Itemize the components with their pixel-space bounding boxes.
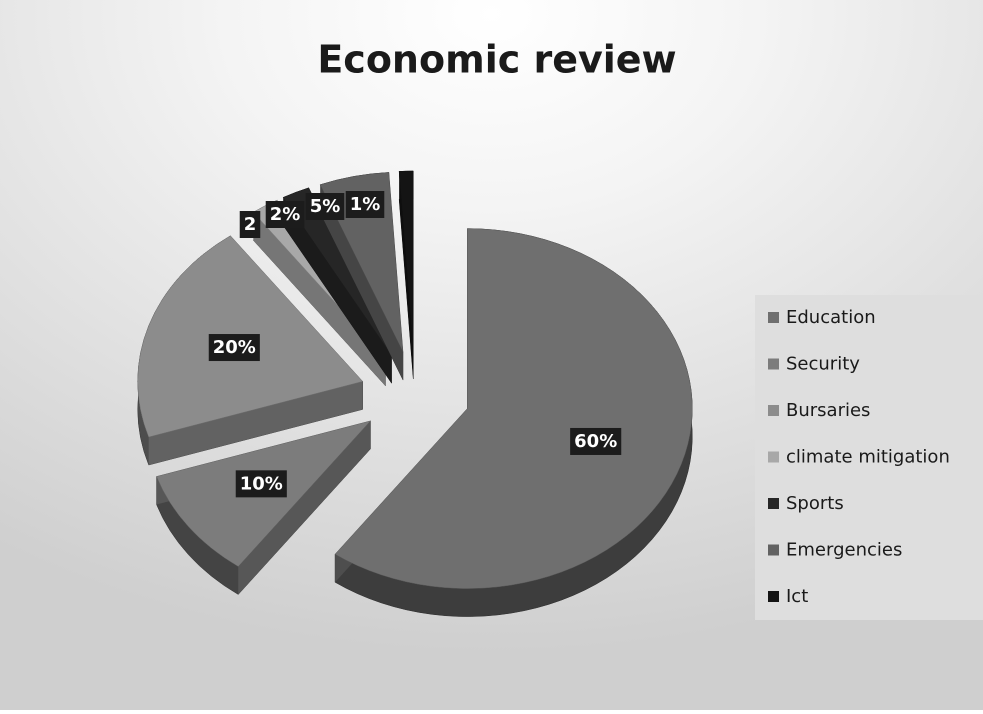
chart-title: Economic review (317, 38, 676, 82)
slice-edge (399, 171, 414, 380)
slice (398, 170, 414, 352)
pie (137, 170, 693, 617)
data-label-box (570, 427, 622, 455)
data-label: 5% (310, 196, 341, 217)
data-label: 20% (213, 337, 256, 358)
legend-swatch (768, 451, 779, 463)
legend-swatch (768, 358, 779, 370)
legend: Education Security Bursaries climate mitiga… (768, 307, 950, 607)
legend-label: climate mitigation (786, 447, 950, 468)
slice-edge (320, 172, 404, 381)
legend-label: Education (786, 307, 876, 328)
data-label-box (208, 334, 260, 362)
slice (334, 228, 693, 589)
data-label-box (235, 470, 287, 498)
data-label-box (345, 191, 385, 218)
legend-swatch (768, 544, 779, 556)
data-labels: 60% 10% 20% 2 2% 5% 1% (208, 191, 622, 498)
data-label: 60% (574, 431, 617, 452)
data-label: 2% (270, 204, 301, 225)
legend-swatch (768, 405, 779, 416)
legend-label: Sports (786, 493, 844, 514)
legend-label: Ict (786, 586, 808, 607)
slice-edge (253, 200, 386, 386)
legend-swatch (768, 591, 779, 602)
data-label: 1% (350, 194, 381, 215)
slice-edge (148, 235, 363, 466)
slice (282, 187, 392, 356)
slice-edge (283, 187, 392, 384)
data-label-box (239, 211, 261, 238)
data-label-box (265, 201, 305, 228)
legend-box (755, 295, 983, 620)
data-label-box (305, 193, 345, 220)
legend-label: Security (786, 354, 860, 375)
legend-swatch (768, 312, 779, 323)
legend-label: Emergencies (786, 540, 902, 561)
data-label: 10% (240, 473, 283, 494)
data-label: 2 (244, 214, 257, 235)
legend-swatch (768, 498, 779, 509)
legend-label: Bursaries (786, 400, 870, 421)
